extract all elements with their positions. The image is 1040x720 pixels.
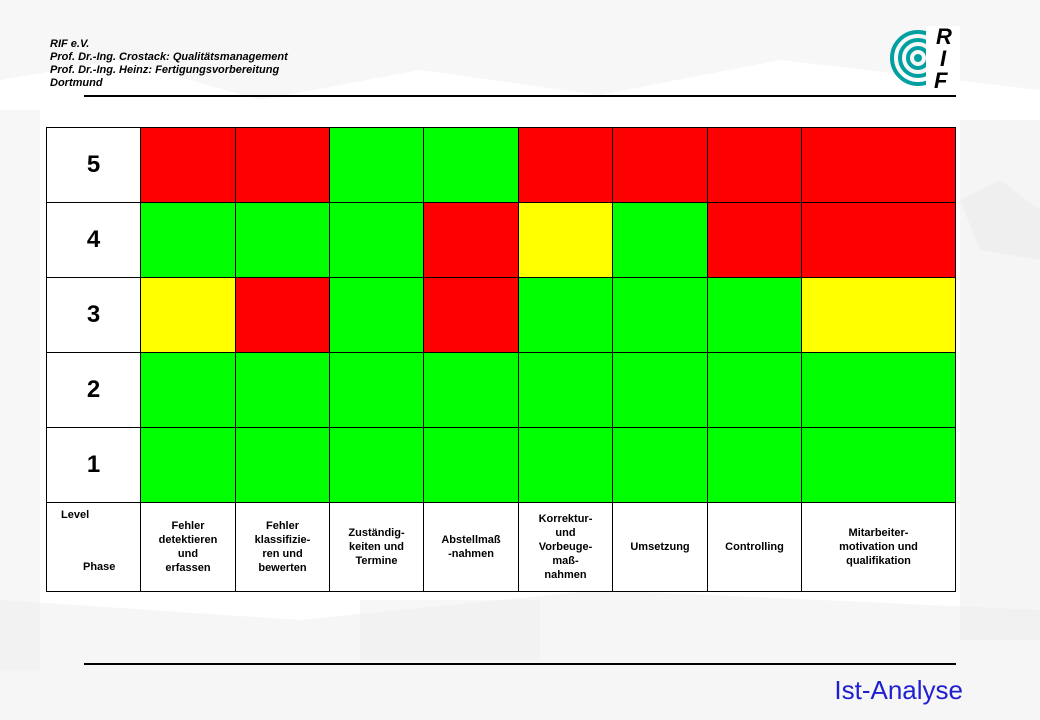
status-cell-green <box>329 352 424 428</box>
matrix-row-level-4: 4 <box>46 202 956 278</box>
header-block: RIF e.V. Prof. Dr.-Ing. Crostack: Qualit… <box>50 38 350 90</box>
phase-label-line: Mitarbeiter- <box>848 527 909 539</box>
status-cell-red <box>235 277 330 353</box>
slide-title: Ist-Analyse <box>834 675 963 705</box>
status-cell-green <box>140 352 236 428</box>
status-cell-green <box>612 277 708 353</box>
phase-label-line: keiten und <box>348 541 404 553</box>
phase-header: Abstellmaß -nahmen <box>423 502 519 592</box>
phase-header: Fehler detektieren und erfassen <box>140 502 236 592</box>
level-label: 2 <box>46 352 141 428</box>
status-cell-green <box>423 427 519 503</box>
status-cell-green <box>235 202 330 278</box>
header-org: RIF e.V. <box>50 38 90 50</box>
header-line-qm: Prof. Dr.-Ing. Crostack: Qualitätsmanage… <box>50 51 288 63</box>
level-label: 1 <box>46 427 141 503</box>
phase-header: Zuständig-keiten und Termine <box>329 502 424 592</box>
status-cell-green <box>612 427 708 503</box>
status-cell-red <box>235 127 330 203</box>
phase-label-line: Termine <box>355 555 398 567</box>
phase-label-line: Abstellmaß <box>441 534 501 546</box>
status-cell-red <box>423 202 519 278</box>
matrix-row-level-5: 5 <box>46 127 956 203</box>
phase-label-line: Vorbeuge- <box>538 541 593 553</box>
status-cell-green <box>707 277 802 353</box>
matrix-row-level-1: 1 <box>46 427 956 503</box>
status-cell-red <box>518 127 613 203</box>
phase-label-line: Controlling <box>725 541 784 553</box>
phase-label-line: und <box>177 548 199 560</box>
status-cell-red <box>707 127 802 203</box>
status-cell-green <box>612 202 708 278</box>
phase-label-line: Korrektur- <box>538 513 593 525</box>
phase-label-line: Zuständig- <box>348 527 405 539</box>
rif-logo: R I F <box>890 24 960 90</box>
footer-divider <box>84 663 956 665</box>
status-cell-green <box>329 427 424 503</box>
maturity-matrix: 5 4 3 2 1 Level Phase Fehler detektieren und erfas… <box>46 127 956 592</box>
phase-label-line: und <box>555 527 576 539</box>
status-cell-red <box>140 127 236 203</box>
corner-level-label: Level <box>61 509 90 521</box>
phase-label-line: klassifizie- <box>254 534 311 546</box>
status-cell-red <box>612 127 708 203</box>
status-cell-green <box>235 427 330 503</box>
phase-label-line: qualifikation <box>846 555 911 567</box>
corner-phase-label: Phase <box>83 561 116 573</box>
status-cell-red <box>801 202 956 278</box>
phase-label-line: ren und <box>262 548 303 560</box>
phase-header-row: Level Phase Fehler detektieren und erfassen Fe… <box>46 502 956 592</box>
status-cell-green <box>329 127 424 203</box>
status-cell-green <box>612 352 708 428</box>
status-cell-green <box>801 352 956 428</box>
phase-label-line: Fehler <box>265 520 299 532</box>
header-divider <box>84 95 956 97</box>
status-cell-green <box>801 427 956 503</box>
status-cell-yellow <box>801 277 956 353</box>
level-label: 4 <box>46 202 141 278</box>
level-phase-corner: Level Phase <box>46 502 141 592</box>
logo-letter-i: I <box>940 46 947 71</box>
status-cell-green <box>423 127 519 203</box>
status-cell-green <box>518 352 613 428</box>
phase-header: Controlling <box>707 502 802 592</box>
status-cell-green <box>140 202 236 278</box>
phase-header: Fehler klassifizie-ren und bewerten <box>235 502 330 592</box>
phase-header: Korrektur-und Vorbeuge-maß-nahmen <box>518 502 613 592</box>
status-cell-red <box>423 277 519 353</box>
phase-label-line: erfassen <box>165 562 211 574</box>
phase-label-line: motivation und <box>839 541 918 553</box>
phase-label-line: Fehler <box>171 520 205 532</box>
status-cell-green <box>707 427 802 503</box>
header-line-fv: Prof. Dr.-Ing. Heinz: Fertigungsvorberei… <box>50 64 280 76</box>
status-cell-red <box>801 127 956 203</box>
status-cell-green <box>707 352 802 428</box>
phase-label-line: Umsetzung <box>630 541 690 553</box>
phase-label-line: bewerten <box>258 562 307 574</box>
status-cell-green <box>423 352 519 428</box>
phase-label-line: detektieren <box>158 534 218 546</box>
phase-header: Mitarbeiter-motivation und qualifikation <box>801 502 956 592</box>
status-cell-green <box>140 427 236 503</box>
header-city: Dortmund <box>50 77 103 89</box>
phase-label-line: maß- <box>552 555 579 567</box>
matrix-row-level-3: 3 <box>46 277 956 353</box>
status-cell-green <box>235 352 330 428</box>
logo-letter-f: F <box>934 68 948 90</box>
status-cell-green <box>329 202 424 278</box>
matrix-row-level-2: 2 <box>46 352 956 428</box>
status-cell-green <box>329 277 424 353</box>
status-cell-green <box>518 277 613 353</box>
level-label: 5 <box>46 127 141 203</box>
status-cell-yellow <box>518 202 613 278</box>
status-cell-green <box>518 427 613 503</box>
phase-label-line: -nahmen <box>448 548 494 560</box>
status-cell-yellow <box>140 277 236 353</box>
phase-header: Umsetzung <box>612 502 708 592</box>
status-cell-red <box>707 202 802 278</box>
slide-title-wrap: Ist-Analyse <box>0 675 963 706</box>
level-label: 3 <box>46 277 141 353</box>
logo-letter-r: R <box>936 24 952 49</box>
phase-label-line: nahmen <box>544 569 587 581</box>
